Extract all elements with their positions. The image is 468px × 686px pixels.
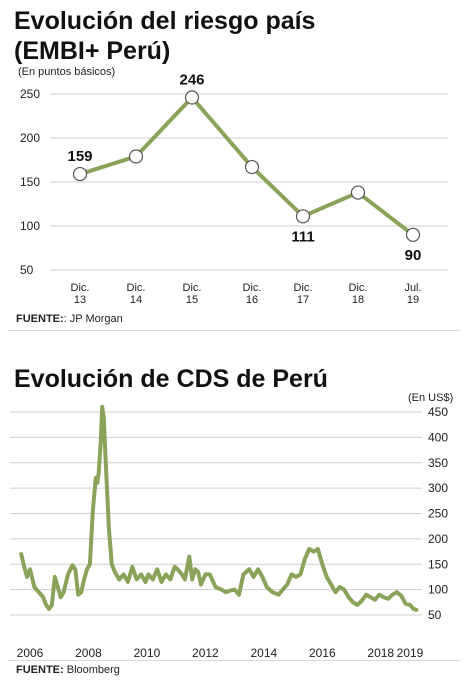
chart1-data-label: 90 <box>405 247 422 264</box>
chart2-source-label: FUENTE: <box>16 664 64 676</box>
chart1-y-tick: 50 <box>20 263 34 277</box>
chart1-x-tick-month: Dic. <box>127 282 146 294</box>
chart1-source-text: : JP Morgan <box>63 313 123 325</box>
chart2-x-tick: 2006 <box>17 646 44 660</box>
chart2-x-tick: 2019 <box>397 646 424 660</box>
chart1-point <box>350 185 366 200</box>
chart1-x-tick-year: 18 <box>352 294 364 306</box>
chart1-x-tick-year: 19 <box>407 294 419 306</box>
chart1-point <box>128 149 144 164</box>
chart1-x-tick-year: 16 <box>246 294 258 306</box>
chart1-x-tick-month: Dic. <box>71 282 90 294</box>
chart1-y-tick: 150 <box>20 175 40 189</box>
chart1-x-tick-year: 14 <box>130 294 142 306</box>
chart1-subtitle: (EMBI+ Perú) <box>14 37 171 65</box>
chart2-unit-label: (En US$) <box>408 392 454 404</box>
chart2-x-tick: 2010 <box>134 646 161 660</box>
chart2-y-tick: 100 <box>428 583 448 597</box>
chart2-y-tick: 300 <box>428 481 448 495</box>
chart1-y-tick: 100 <box>20 219 40 233</box>
chart1-data-label: 111 <box>291 228 314 245</box>
chart1-title: Evolución del riesgo país <box>14 7 316 35</box>
chart2-title: Evolución de CDS de Perú <box>14 365 328 393</box>
chart2-source: FUENTE: Bloomberg <box>16 664 120 676</box>
chart2-x-tick: 2016 <box>309 646 336 660</box>
chart2-y-tick: 400 <box>428 430 448 444</box>
chart2-y-tick: 50 <box>428 608 442 622</box>
chart1-point <box>184 90 200 105</box>
chart1-unit-label: (En puntos básicos) <box>18 66 116 78</box>
section-divider-top <box>8 330 460 331</box>
chart1-data-label: 246 <box>179 72 204 89</box>
chart2-y-tick: 350 <box>428 456 448 470</box>
chart2-source-text: Bloomberg <box>66 664 120 676</box>
chart1-y-tick: 200 <box>20 131 40 145</box>
chart1-x-tick-year: 17 <box>297 294 309 306</box>
chart1-y-tick: 250 <box>20 87 40 101</box>
chart1-x-tick-year: 15 <box>186 294 198 306</box>
chart1-point <box>244 159 260 175</box>
chart1-x-tick-year: 13 <box>74 294 86 306</box>
chart1-source-label: FUENTE: <box>16 313 64 325</box>
chart1-x-tick-month: Dic. <box>294 282 313 294</box>
chart2-x-tick: 2012 <box>192 646 219 660</box>
chart1-source: FUENTE:: JP Morgan <box>16 313 123 325</box>
chart1-point <box>295 209 311 224</box>
chart1-data-label: 159 <box>67 148 92 165</box>
chart2-y-tick: 450 <box>428 405 448 419</box>
chart2-series-line <box>19 404 419 612</box>
chart2-x-tick: 2018 <box>367 646 394 660</box>
chart2-y-tick: 150 <box>428 557 448 571</box>
chart1-x-tick-month: Jul. <box>404 282 421 294</box>
chart1-point <box>72 166 88 182</box>
chart1-x-tick-month: Dic. <box>349 282 368 294</box>
chart1-x-tick-month: Dic. <box>243 282 262 294</box>
chart2-y-tick: 200 <box>428 532 448 546</box>
chart2-x-tick: 2008 <box>75 646 102 660</box>
chart1-point <box>405 227 421 242</box>
chart2-x-tick: 2014 <box>250 646 277 660</box>
chart2-y-tick: 250 <box>428 507 448 521</box>
section-divider-bottom <box>8 660 460 661</box>
chart1-x-tick-month: Dic. <box>183 282 202 294</box>
